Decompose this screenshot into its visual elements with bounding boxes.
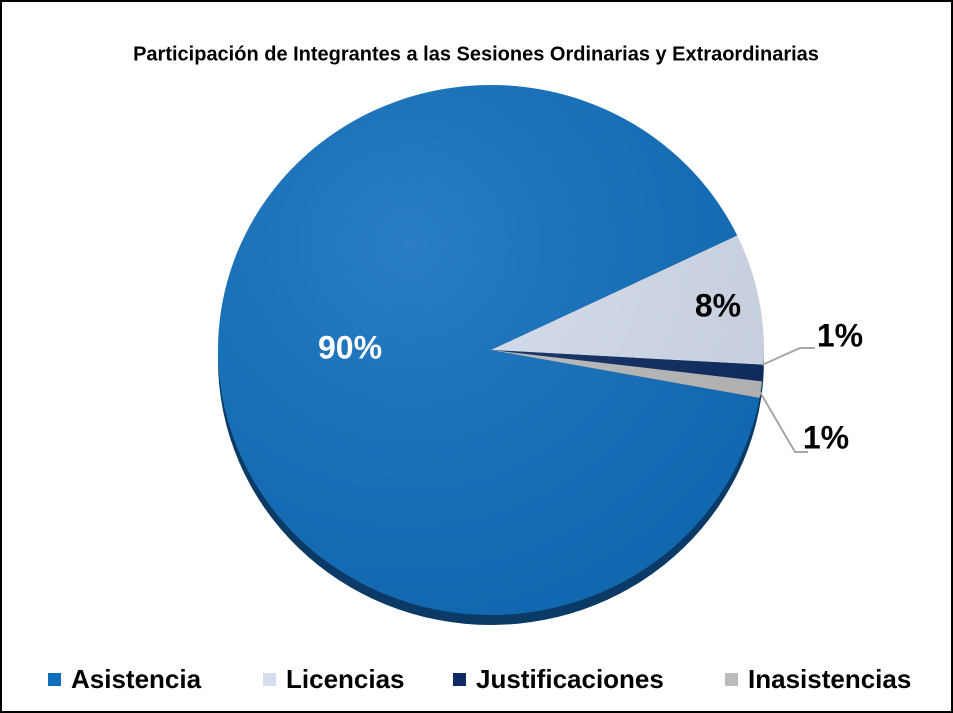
legend-swatch (725, 673, 738, 686)
leader-line (759, 391, 808, 453)
chart-title: Participación de Integrantes a las Sesio… (133, 43, 819, 65)
data-label: 1% (803, 419, 849, 455)
legend-label: Justificaciones (476, 664, 664, 694)
legend-label: Inasistencias (748, 664, 911, 694)
legend-swatch (453, 673, 466, 686)
data-label: 90% (318, 329, 382, 365)
legend-swatch (48, 673, 61, 686)
legend-swatch (263, 673, 276, 686)
legend-label: Licencias (286, 664, 405, 694)
leader-line (761, 347, 815, 366)
legend-label: Asistencia (71, 664, 202, 694)
pie-shading (218, 85, 764, 615)
data-label: 1% (817, 317, 863, 353)
data-label: 8% (695, 287, 741, 323)
